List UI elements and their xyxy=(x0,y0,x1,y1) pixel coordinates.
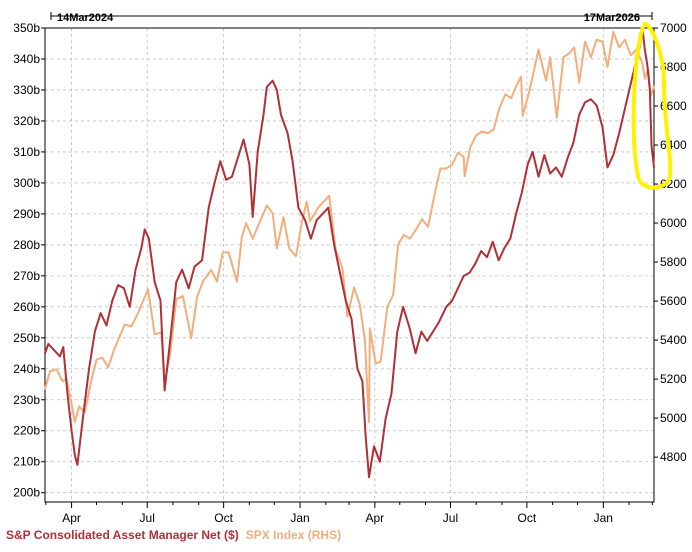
date-range-header: 14Mar2024 17Mar2026 xyxy=(50,11,653,25)
start-date-label: 14Mar2024 xyxy=(57,12,114,24)
left-axis-tick-label: 350b xyxy=(13,21,40,35)
left-axis-tick-label: 200b xyxy=(13,486,40,500)
right-axis-tick-label: 5200 xyxy=(660,372,687,386)
legend-label-spx-index: SPX Index (RHS) xyxy=(246,528,341,542)
x-axis-tick-label: Jul xyxy=(140,511,155,525)
left-axis-tick-label: 250b xyxy=(13,331,40,345)
date-label-background xyxy=(581,11,642,25)
left-axis-tick-label: 270b xyxy=(13,269,40,283)
x-axis-tick-label: Jan xyxy=(290,511,309,525)
x-axis-tick-label: Apr xyxy=(365,511,384,525)
x-axis-tick-label: Jan xyxy=(594,511,613,525)
left-axis-tick-label: 340b xyxy=(13,52,40,66)
legend-text: S&P Consolidated Asset Manager Net ($) SP… xyxy=(6,528,341,542)
left-axis-tick-label: 320b xyxy=(13,114,40,128)
x-axis-tick-label: Jul xyxy=(443,511,458,525)
left-axis-tick-label: 300b xyxy=(13,176,40,190)
left-axis-tick-label: 220b xyxy=(13,424,40,438)
right-axis-tick-label: 6000 xyxy=(660,216,687,230)
right-axis-tick-label: 7000 xyxy=(660,21,687,35)
right-axis-tick-label: 4800 xyxy=(660,450,687,464)
right-axis-tick-label: 5400 xyxy=(660,333,687,347)
right-axis-tick-label: 5000 xyxy=(660,411,687,425)
left-axis-tick-label: 330b xyxy=(13,83,40,97)
left-axis-tick-label: 310b xyxy=(13,145,40,159)
grid xyxy=(45,27,654,502)
left-axis-tick-label: 290b xyxy=(13,207,40,221)
left-axis-tick-label: 210b xyxy=(13,455,40,469)
series-line-asset-manager-net xyxy=(44,27,655,479)
right-axis-tick-label: 5800 xyxy=(660,255,687,269)
right-axis-tick-label: 5600 xyxy=(660,294,687,308)
legend: S&P Consolidated Asset Manager Net ($) SP… xyxy=(6,528,341,542)
series-layer xyxy=(44,27,655,479)
legend-label-asset-manager-net: S&P Consolidated Asset Manager Net ($) xyxy=(6,528,239,542)
series-line-spx-index xyxy=(44,30,655,424)
end-date-label: 17Mar2026 xyxy=(584,12,640,24)
left-axis-tick-label: 230b xyxy=(13,393,40,407)
right-axis-tick-label: 6800 xyxy=(660,60,687,74)
left-axis-tick-label: 260b xyxy=(13,300,40,314)
x-axis-tick-label: Oct xyxy=(214,511,233,525)
highlight-circle xyxy=(631,22,673,190)
left-axis-tick-label: 240b xyxy=(13,362,40,376)
x-axis-tick-label: Oct xyxy=(518,511,537,525)
right-axis-tick-label: 6400 xyxy=(660,138,687,152)
date-label-background xyxy=(55,11,117,25)
annotation-layer xyxy=(631,22,673,190)
left-axis-tick-label: 280b xyxy=(13,238,40,252)
x-axis-tick-label: Apr xyxy=(62,511,81,525)
axes: 200b 210b 220b 230b 240b 250b 260b 270b 280b 290b… xyxy=(13,21,687,525)
